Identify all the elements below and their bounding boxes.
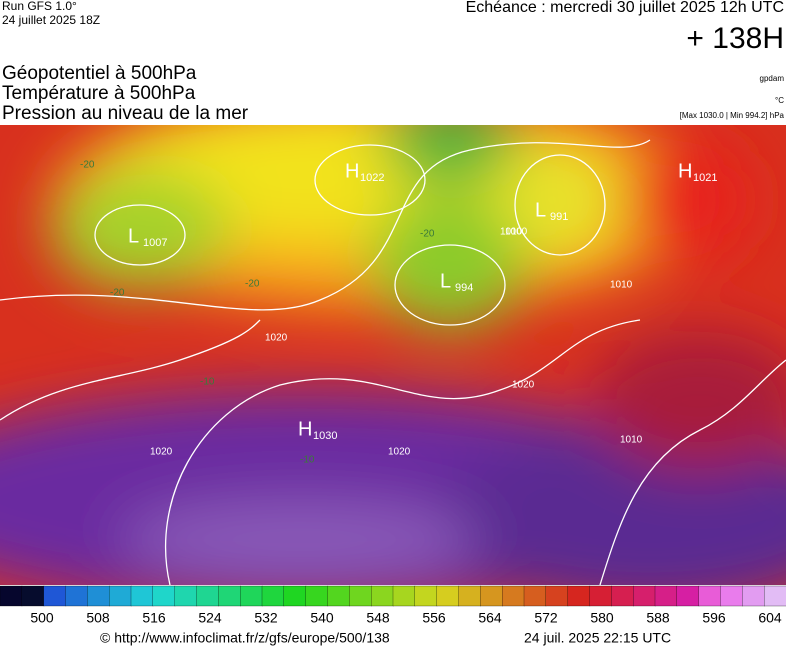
colorbar-swatch: [218, 585, 241, 607]
footer-timestamp: 24 juil. 2025 22:15 UTC: [524, 630, 671, 646]
colorbar-swatch: [152, 585, 176, 607]
run-date: 24 juillet 2025 18Z: [2, 13, 100, 27]
colorbar-swatch: [720, 585, 743, 607]
contour-label: -10: [200, 377, 215, 388]
colorbar-swatch: [633, 585, 656, 607]
colorbar-swatch: [327, 585, 350, 607]
center-value: 991: [550, 211, 568, 223]
colorbar-label: 500: [30, 610, 54, 626]
colorbar-swatch: [130, 585, 154, 607]
colorbar-swatch: [523, 585, 547, 607]
field: Température à 500hPa: [2, 83, 196, 104]
contour-label: 1010: [610, 280, 633, 291]
center-letter: H: [678, 160, 692, 182]
colorbar-swatch: [392, 585, 416, 607]
field: Géopotentiel à 500hPa: [2, 63, 197, 84]
colorbar-swatch: [240, 585, 263, 607]
colorbar-label: 524: [198, 610, 222, 626]
contour-label: 1020: [150, 447, 173, 458]
colorbar-swatch: [502, 585, 525, 607]
map-field: [0, 125, 786, 585]
colorbar-label: 516: [142, 610, 166, 626]
colorbar-label: 564: [478, 610, 502, 626]
colorbar-swatch: [654, 585, 678, 607]
colorbar-label: 548: [366, 610, 390, 626]
center-value: 1021: [693, 172, 717, 184]
colorbar-swatch: [567, 585, 591, 607]
center-letter: L: [535, 199, 546, 221]
colorbar-swatch: [174, 585, 198, 607]
colorbar-label: 556: [422, 610, 446, 626]
colorbar-label: 580: [590, 610, 614, 626]
contour-label: 1020: [512, 380, 535, 391]
contour-label: 1000: [505, 227, 528, 238]
colorbar-swatch: [742, 585, 765, 607]
colorbar-swatch: [698, 585, 722, 607]
contour-label: -20: [245, 279, 260, 290]
colorbar-swatch: [458, 585, 481, 607]
contour-label: -10: [300, 455, 315, 466]
colorbar-label: 572: [534, 610, 558, 626]
contour-label: -20: [110, 288, 125, 299]
center-letter: H: [298, 418, 312, 440]
colorbar-swatch: [545, 585, 569, 607]
colorbar-swatch: [305, 585, 329, 607]
echeance: Echéance : mercredi 30 juillet 2025 12h …: [466, 0, 784, 16]
colorbar-swatch: [764, 585, 786, 607]
colorbar-label: 508: [86, 610, 110, 626]
run: Run GFS 1.0°: [2, 0, 77, 13]
colorbar-swatch: [65, 585, 88, 607]
colorbar-swatch: [43, 585, 67, 607]
contour-label: 1010: [500, 227, 523, 238]
center-letter: L: [440, 270, 451, 292]
center-value: 1030: [313, 430, 337, 442]
colorbar-swatch: [611, 585, 634, 607]
colorbar-swatch: [676, 585, 700, 607]
colorbar-label: 604: [758, 610, 782, 626]
colorbar-swatch: [414, 585, 438, 607]
colorbar-swatch: [436, 585, 460, 607]
colorbar-swatch: [196, 585, 219, 607]
center-letter: H: [345, 160, 359, 182]
colorbar-swatch: [0, 585, 23, 607]
colorbar-swatch: [109, 585, 132, 607]
center-value: 1022: [360, 172, 384, 184]
contour-label: -20: [80, 160, 95, 171]
unit: gpdam: [760, 74, 785, 83]
unit: °C: [775, 96, 784, 105]
field: Pression au niveau de la mer: [2, 103, 249, 124]
contour-label: 1010: [620, 435, 643, 446]
colorbar-swatch: [589, 585, 612, 607]
colorbar-swatch: [349, 585, 372, 607]
colorbar-label: 532: [254, 610, 278, 626]
contour-label: -20: [420, 229, 435, 240]
footer-url: © http://www.infoclimat.fr/z/gfs/europe/…: [100, 630, 390, 646]
lead-time: + 138H: [686, 22, 784, 55]
center-value: 1007: [143, 237, 167, 249]
colorbar-swatch: [371, 585, 394, 607]
colorbar-swatch: [21, 585, 45, 607]
minmax: [Max 1030.0 | Min 994.2] hPa: [680, 111, 785, 120]
colorbar-swatch: [87, 585, 110, 607]
colorbar-label: 596: [702, 610, 726, 626]
colorbar-swatch: [480, 585, 503, 607]
center-value: 994: [455, 282, 473, 294]
colorbar-label: 588: [646, 610, 670, 626]
colorbar-swatch: [261, 585, 285, 607]
contour-label: 1020: [388, 447, 411, 458]
colorbar-label: 540: [310, 610, 334, 626]
colorbar-swatch: [283, 585, 307, 607]
contour-label: 1020: [265, 333, 288, 344]
center-letter: L: [128, 225, 139, 247]
